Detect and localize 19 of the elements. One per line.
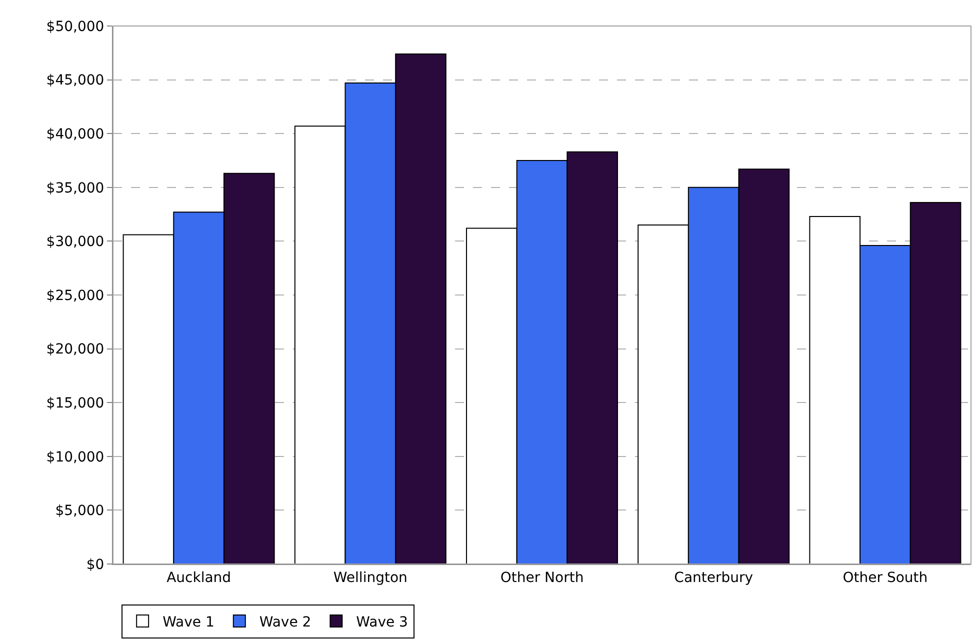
y-tick-label: $50,000	[46, 18, 104, 35]
x-tick-label: Other South	[842, 570, 928, 586]
legend-label: Wave 1	[162, 614, 214, 630]
legend-label: Wave 3	[356, 614, 408, 630]
y-tick-label: $5,000	[55, 503, 104, 520]
x-tick-label: Wellington	[333, 570, 408, 586]
legend-label: Wave 2	[259, 614, 312, 630]
y-tick-label: $20,000	[46, 342, 104, 358]
x-tick-label: Other North	[500, 570, 584, 586]
y-tick-label: $10,000	[46, 449, 104, 466]
y-tick-label: $30,000	[46, 234, 104, 250]
y-tick-label: $35,000	[46, 180, 104, 196]
y-tick-label: $15,000	[46, 396, 104, 412]
y-tick-label: $40,000	[46, 126, 104, 142]
y-tick-label: $25,000	[46, 288, 104, 304]
x-tick-label: Canterbury	[674, 570, 754, 586]
y-tick-label: $0	[86, 556, 104, 573]
y-tick-label: $45,000	[46, 72, 104, 89]
x-tick-label: Auckland	[166, 570, 232, 586]
